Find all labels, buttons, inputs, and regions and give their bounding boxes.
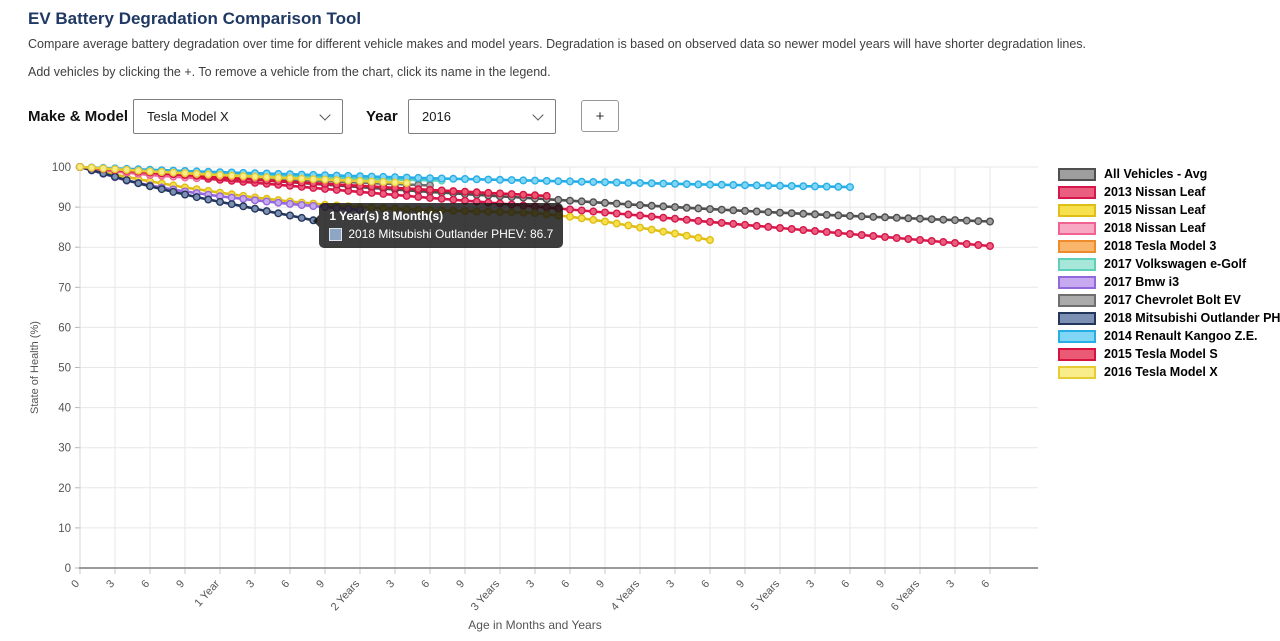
tooltip-caret [313, 215, 320, 228]
svg-text:3: 3 [244, 578, 257, 591]
svg-text:6: 6 [279, 578, 292, 591]
legend-item-label: 2017 Bmw i3 [1104, 275, 1180, 289]
svg-text:3: 3 [944, 578, 957, 591]
legend-item-label: 2018 Nissan Leaf [1104, 221, 1206, 235]
legend-item-label: 2016 Tesla Model X [1104, 365, 1218, 379]
legend-item[interactable]: 2017 Bmw i3 [1058, 275, 1280, 289]
svg-text:3 Years: 3 Years [469, 578, 503, 614]
legend-item-label: 2017 Volkswagen e-Golf [1104, 257, 1247, 271]
legend-swatch-icon [1058, 311, 1096, 325]
tooltip-title: 1 Year(s) 8 Month(s) [329, 209, 444, 224]
legend-item-label: 2014 Renault Kangoo Z.E. [1104, 329, 1258, 343]
svg-text:1 Year: 1 Year [192, 578, 222, 609]
legend-swatch-icon [1058, 365, 1096, 379]
tooltip-series-swatch-icon [329, 227, 343, 241]
svg-text:9: 9 [454, 578, 467, 591]
legend-item[interactable]: 2015 Nissan Leaf [1058, 203, 1280, 217]
legend-item[interactable]: 2018 Nissan Leaf [1058, 221, 1280, 235]
page-title: EV Battery Degradation Comparison Tool [28, 9, 362, 28]
legend-item[interactable]: 2018 Mitsubishi Outlander PHEV [1058, 311, 1280, 325]
legend-item-label: All Vehicles - Avg [1104, 167, 1208, 181]
legend-item[interactable]: 2013 Nissan Leaf [1058, 185, 1280, 199]
svg-text:3: 3 [664, 578, 677, 591]
make-model-label: Make & Model [28, 108, 129, 125]
legend-swatch-icon [1058, 203, 1096, 217]
svg-text:9: 9 [594, 578, 607, 591]
tooltip-row: 2018 Mitsubishi Outlander PHEV: 86.7 [329, 227, 553, 241]
legend-swatch-icon [1058, 239, 1096, 253]
legend-swatch-icon [1058, 167, 1096, 181]
chevron-down-icon [319, 109, 331, 121]
legend-item-label: 2018 Tesla Model 3 [1104, 239, 1217, 253]
year-select[interactable]: 2016 [408, 99, 556, 134]
legend-swatch-icon [1058, 293, 1096, 307]
svg-text:30: 30 [58, 443, 71, 455]
svg-text:4 Years: 4 Years [609, 578, 643, 614]
legend-item[interactable]: 2014 Renault Kangoo Z.E. [1058, 329, 1280, 343]
legend-item[interactable]: 2016 Tesla Model X [1058, 365, 1280, 379]
svg-text:70: 70 [58, 282, 71, 294]
chart-legend: All Vehicles - Avg 2013 Nissan Leaf 2015 N… [1058, 167, 1280, 383]
legend-swatch-icon [1058, 347, 1096, 361]
svg-text:3: 3 [804, 578, 817, 591]
description-line-2: Add vehicles by clicking the +. To remov… [28, 65, 551, 79]
legend-item-label: 2015 Nissan Leaf [1104, 203, 1206, 217]
legend-item[interactable]: 2015 Tesla Model S [1058, 347, 1280, 361]
tooltip-series-value: 2018 Mitsubishi Outlander PHEV: 86.7 [348, 227, 554, 242]
add-vehicle-button[interactable]: + [581, 100, 619, 132]
svg-text:3: 3 [104, 578, 117, 591]
legend-swatch-icon [1058, 185, 1096, 199]
svg-text:9: 9 [874, 578, 887, 591]
svg-text:6: 6 [839, 578, 852, 591]
chart-tooltip: 1 Year(s) 8 Month(s) 2018 Mitsubishi Out… [313, 203, 564, 249]
legend-swatch-icon [1058, 329, 1096, 343]
year-label: Year [366, 108, 398, 125]
svg-text:80: 80 [58, 242, 71, 254]
svg-text:90: 90 [58, 202, 71, 214]
svg-text:20: 20 [58, 483, 71, 495]
svg-text:40: 40 [58, 403, 71, 415]
legend-item-label: 2018 Mitsubishi Outlander PHEV [1104, 311, 1280, 325]
svg-text:6: 6 [979, 578, 992, 591]
legend-item-label: 2015 Tesla Model S [1104, 347, 1218, 361]
make-model-selected-value: Tesla Model X [147, 109, 229, 124]
year-selected-value: 2016 [422, 109, 451, 124]
svg-text:6: 6 [139, 578, 152, 591]
legend-swatch-icon [1058, 275, 1096, 289]
svg-text:State of Health (%): State of Health (%) [29, 321, 41, 414]
make-model-select[interactable]: Tesla Model X [133, 99, 343, 134]
description-line-1: Compare average battery degradation over… [28, 37, 1086, 51]
svg-text:6 Years: 6 Years [889, 578, 923, 614]
svg-text:100: 100 [52, 162, 71, 174]
degradation-chart[interactable]: 0 10 20 30 40 50 60 70 80 90 100 0 3 6 9 1 Year 3 6 9 2 Yea… [0, 148, 1050, 641]
chevron-down-icon [532, 109, 544, 121]
legend-swatch-icon [1058, 257, 1096, 271]
svg-text:3: 3 [384, 578, 397, 591]
legend-item[interactable]: 2017 Chevrolet Bolt EV [1058, 293, 1280, 307]
svg-text:5 Years: 5 Years [749, 578, 783, 614]
legend-item-label: 2013 Nissan Leaf [1104, 185, 1206, 199]
svg-text:9: 9 [734, 578, 747, 591]
svg-text:6: 6 [559, 578, 572, 591]
legend-item[interactable]: 2018 Tesla Model 3 [1058, 239, 1280, 253]
legend-swatch-icon [1058, 221, 1096, 235]
svg-text:60: 60 [58, 322, 71, 334]
svg-text:9: 9 [174, 578, 187, 591]
svg-text:6: 6 [419, 578, 432, 591]
svg-text:6: 6 [699, 578, 712, 591]
svg-text:0: 0 [65, 563, 71, 575]
svg-text:3: 3 [524, 578, 537, 591]
svg-text:2 Years: 2 Years [329, 578, 363, 614]
svg-text:0: 0 [69, 578, 82, 591]
svg-text:9: 9 [314, 578, 327, 591]
legend-item[interactable]: 2017 Volkswagen e-Golf [1058, 257, 1280, 271]
legend-item[interactable]: All Vehicles - Avg [1058, 167, 1280, 181]
svg-text:10: 10 [58, 523, 71, 535]
svg-text:Age in Months and Years: Age in Months and Years [468, 618, 601, 632]
legend-item-label: 2017 Chevrolet Bolt EV [1104, 293, 1241, 307]
svg-text:50: 50 [58, 363, 71, 375]
